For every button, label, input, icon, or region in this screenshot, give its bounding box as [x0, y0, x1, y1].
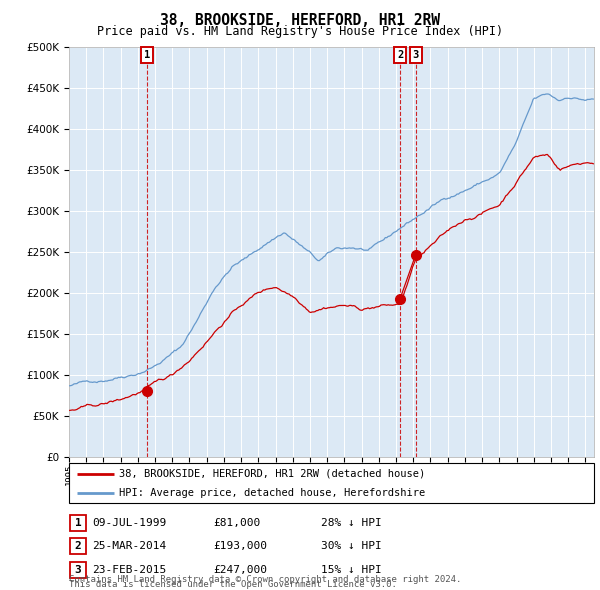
Text: £193,000: £193,000 [213, 542, 267, 551]
Text: 38, BROOKSIDE, HEREFORD, HR1 2RW: 38, BROOKSIDE, HEREFORD, HR1 2RW [160, 13, 440, 28]
FancyBboxPatch shape [70, 539, 86, 554]
Text: 1: 1 [74, 518, 82, 527]
Text: 15% ↓ HPI: 15% ↓ HPI [321, 565, 382, 575]
Text: This data is licensed under the Open Government Licence v3.0.: This data is licensed under the Open Gov… [69, 581, 397, 589]
Text: 28% ↓ HPI: 28% ↓ HPI [321, 518, 382, 527]
Text: Price paid vs. HM Land Registry's House Price Index (HPI): Price paid vs. HM Land Registry's House … [97, 25, 503, 38]
FancyBboxPatch shape [70, 515, 86, 530]
Text: Contains HM Land Registry data © Crown copyright and database right 2024.: Contains HM Land Registry data © Crown c… [69, 575, 461, 584]
FancyBboxPatch shape [70, 562, 86, 578]
FancyBboxPatch shape [69, 463, 594, 503]
Text: 3: 3 [413, 50, 419, 60]
Text: £247,000: £247,000 [213, 565, 267, 575]
Text: 2: 2 [74, 542, 82, 551]
Text: 3: 3 [74, 565, 82, 575]
Text: 2: 2 [397, 50, 403, 60]
Text: 1: 1 [143, 50, 150, 60]
Text: HPI: Average price, detached house, Herefordshire: HPI: Average price, detached house, Here… [119, 488, 425, 497]
Text: 23-FEB-2015: 23-FEB-2015 [92, 565, 166, 575]
Text: 25-MAR-2014: 25-MAR-2014 [92, 542, 166, 551]
Text: 38, BROOKSIDE, HEREFORD, HR1 2RW (detached house): 38, BROOKSIDE, HEREFORD, HR1 2RW (detach… [119, 469, 425, 479]
Text: 09-JUL-1999: 09-JUL-1999 [92, 518, 166, 527]
Text: 30% ↓ HPI: 30% ↓ HPI [321, 542, 382, 551]
Text: £81,000: £81,000 [213, 518, 260, 527]
